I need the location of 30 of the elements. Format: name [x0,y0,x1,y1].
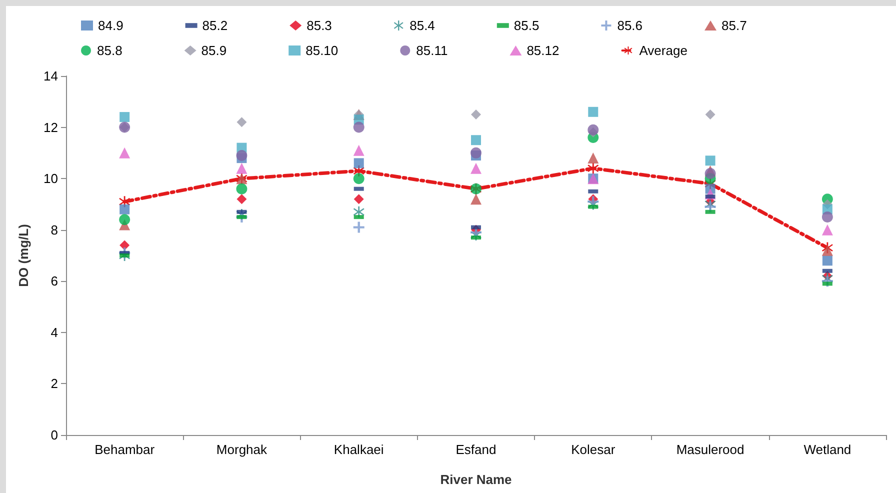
y-tick-label: 0 [50,428,58,442]
legend-label: 85.3 [306,18,332,33]
x-tick-label: Morghak [216,442,268,457]
legend-label: 85.4 [410,18,435,33]
legend-label: 85.8 [97,43,122,58]
legend-label: 85.10 [306,43,338,58]
y-tick-label: 2 [50,376,58,392]
x-tick-label: Masulerood [676,442,744,457]
y-tick-label: 14 [44,68,58,84]
legend-label: 85.6 [617,18,643,33]
legend-label: 85.7 [722,18,747,33]
legend-label: 84.9 [98,18,124,33]
legend-label: 85.9 [201,43,227,58]
y-tick-label: 10 [44,171,58,186]
legend-label: 85.2 [202,18,228,33]
y-tick-label: 8 [50,222,58,238]
x-axis-title: River Name [440,472,512,487]
x-tick-label: Behambar [94,442,156,457]
legend-label: 85.5 [514,18,540,33]
legend-label: 85.11 [416,43,448,58]
x-tick-label: Khalkaei [334,442,384,457]
legend-label: Average [639,43,688,58]
x-tick-label: Kolesar [571,442,616,457]
y-tick-label: 12 [44,120,58,135]
x-tick-label: Wetland [804,442,852,457]
y-tick-label: 6 [50,274,58,289]
legend-label: 85.12 [526,43,560,58]
y-axis-title: DO (mg/L) [16,224,31,287]
x-tick-label: Esfand [456,442,496,457]
y-tick-label: 4 [50,324,58,340]
